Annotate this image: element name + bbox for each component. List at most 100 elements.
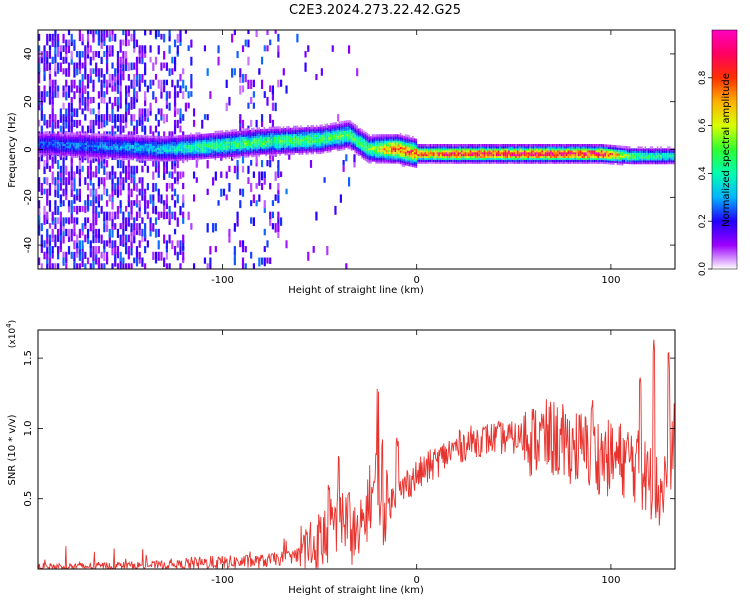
spectrogram-cell [269,85,271,91]
spectrogram-cell [84,114,86,121]
spectrogram-cell [54,80,56,86]
spectrogram-cell [133,28,135,35]
spectrogram-cell [120,235,122,241]
spectrogram-cell [149,217,151,223]
spectrogram-cell [122,126,124,133]
spectrogram-cell [69,132,71,135]
spectrogram-cell [141,183,143,191]
spectrogram-cell [258,68,260,74]
spectrogram-cell [92,133,94,136]
spectrogram-cell [52,40,54,47]
spectrogram-cell [177,217,179,226]
spectrogram-cell [347,120,349,123]
spectrogram-cell [276,126,278,129]
spectrogram-cell [147,108,149,117]
spectrogram-cell [193,108,195,116]
spectrogram-cell [71,166,73,173]
spectrogram-cell [250,183,252,192]
spectrogram-cell [139,85,141,91]
spectrogram-cell [177,34,179,43]
spectrogram-cell [377,134,379,137]
spectrogram-cell [130,34,132,42]
spectrogram-cell [246,128,248,131]
spectrogram-cell [92,28,94,37]
spectrogram-cell [103,114,105,121]
spectrogram-cell [393,134,395,137]
spectrogram-cell [54,189,56,197]
spectrogram-cell [73,45,75,51]
spectrogram-cell [185,28,187,34]
spectrogram-cell [178,135,180,138]
spectrogram-cell [243,129,245,132]
spectrogram-cell [83,133,85,136]
spectrogram-cell [375,134,377,137]
spectrogram-cell [244,128,246,131]
spectrogram-cell [49,258,51,266]
spectrogram-cell [122,134,124,137]
spectrogram-cell [494,144,496,147]
spectrogram-cell [106,134,108,137]
spectrogram-cell [65,68,67,76]
spectrogram-cell [68,45,70,53]
spectrogram-cell [169,183,171,189]
spectrogram-cell [192,134,194,137]
spectrogram-cell [92,68,94,74]
spectrogram-cell [280,171,282,177]
spectrogram-cell [98,91,100,98]
spectrogram-cell [43,160,45,167]
spectrogram-cell [90,68,92,76]
spectrogram-cell [163,34,165,43]
spectrogram-cell [92,183,94,190]
spectrogram-cell [179,240,181,247]
spectrogram-cell [152,80,154,86]
spectrogram-cell [182,235,184,244]
spectrogram-cell [62,114,64,121]
spectrogram-cell [73,217,75,223]
spectrogram-cell [82,74,84,81]
spectrogram-cell [130,189,132,197]
spectrogram-cell [266,258,268,264]
spectrogram-cell [65,183,67,190]
spectrogram-cell [360,128,362,131]
spectrogram-cell [114,240,116,247]
spectrogram-cell [139,135,141,138]
spectrogram-cell [139,108,141,117]
spectrogram-cell [43,166,45,174]
spectrogram-cell [122,223,124,229]
spectrogram-cell [106,103,108,110]
spectrogram-cell [253,80,255,87]
spectrogram-cell [269,127,271,130]
spectrogram-cell [82,206,84,212]
spectrogram-cell [213,133,215,136]
spectrogram-cell [103,177,105,186]
spectrogram-cell [201,120,203,129]
spectrogram-cell [177,108,179,114]
spectrogram-cell [130,200,132,209]
spectrogram-cell [185,85,187,91]
spectrogram-cell [60,212,62,221]
spectrogram-cell [133,200,135,206]
spectrogram-cell [177,252,179,261]
spectrogram-cell [49,120,51,128]
spectrogram-cell [157,136,159,139]
spectrogram-cell [264,258,266,267]
spectrogram-cell [103,252,105,261]
spectrogram-cell [524,144,526,147]
spectrogram-cell [141,229,143,237]
spectrogram-cell [169,103,171,111]
spectrogram-cell [90,57,92,66]
spectrogram-cell [82,240,84,249]
spectrogram-cell [345,263,347,272]
spectrogram-cell [109,114,111,122]
spectrogram-cell [496,144,498,147]
spectrogram-cell [242,166,244,173]
spectrogram-cell [295,126,297,129]
spectrogram-cell [242,85,244,92]
spectrogram-cell [149,28,151,35]
spectrogram-cell [277,160,279,168]
spectrogram-cell [98,200,100,207]
spectrogram-cell [103,91,105,97]
spectrogram-cell [141,51,143,58]
spectrogram-cell [245,74,247,82]
